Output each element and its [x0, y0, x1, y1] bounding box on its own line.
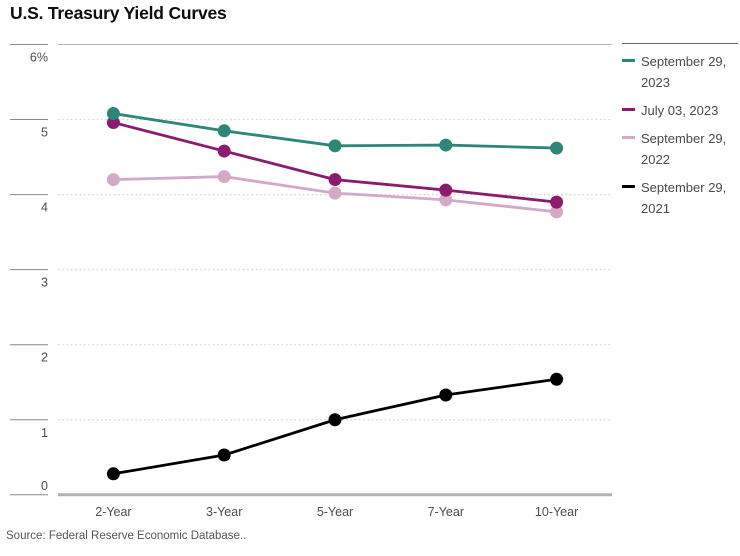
source-note: Source: Federal Reserve Economic Databas… [6, 530, 247, 542]
data-point [550, 141, 564, 155]
y-axis-label: 4 [41, 201, 48, 215]
data-point [550, 372, 564, 386]
data-point [106, 107, 120, 121]
y-axis-label: 6% [30, 51, 48, 65]
chart-legend: September 29, 2023 July 03, 2023 September… [622, 43, 738, 226]
data-point [106, 467, 120, 481]
legend-swatch-dash [622, 108, 635, 111]
y-axis-label: 2 [41, 351, 48, 365]
data-point [217, 144, 231, 158]
legend-label: July 03, 2023 [641, 103, 719, 118]
series-line [113, 377, 557, 476]
data-point [328, 173, 342, 187]
y-axis-label: 3 [41, 276, 48, 290]
data-point [439, 193, 453, 207]
x-axis-label: 5-Year [317, 505, 353, 519]
page-title: U.S. Treasury Yield Curves [10, 3, 227, 23]
legend-label: September 29, 2021 [641, 180, 727, 216]
legend-swatch-dash [622, 136, 635, 139]
x-axis-label: 3-Year [206, 505, 242, 519]
legend-item: September 29, 2022 [622, 128, 738, 170]
y-axis-label: 0 [41, 479, 48, 493]
y-axis-label: 1 [41, 426, 48, 440]
legend-item: September 29, 2023 [622, 51, 738, 93]
data-point [106, 173, 120, 187]
legend-item: September 29, 2021 [622, 177, 738, 219]
legend-swatch-dash [622, 59, 635, 62]
data-point [550, 195, 564, 209]
legend-item: July 03, 2023 [622, 100, 738, 121]
data-point [217, 124, 231, 138]
data-point [439, 183, 453, 197]
data-point [550, 205, 564, 219]
legend-label: September 29, 2022 [641, 131, 727, 167]
data-point [328, 186, 342, 200]
data-point [328, 139, 342, 153]
x-axis-label: 2-Year [95, 505, 131, 519]
legend-label: September 29, 2023 [641, 54, 727, 90]
x-axis-label: 7-Year [428, 505, 464, 519]
data-point [106, 116, 120, 130]
legend-swatch-dash [622, 185, 635, 188]
data-point [217, 448, 231, 462]
data-point [439, 138, 453, 152]
data-point [439, 388, 453, 402]
data-point [217, 170, 231, 184]
x-axis-label: 10-Year [535, 505, 578, 519]
y-axis-label: 5 [41, 126, 48, 140]
data-point [328, 413, 342, 427]
